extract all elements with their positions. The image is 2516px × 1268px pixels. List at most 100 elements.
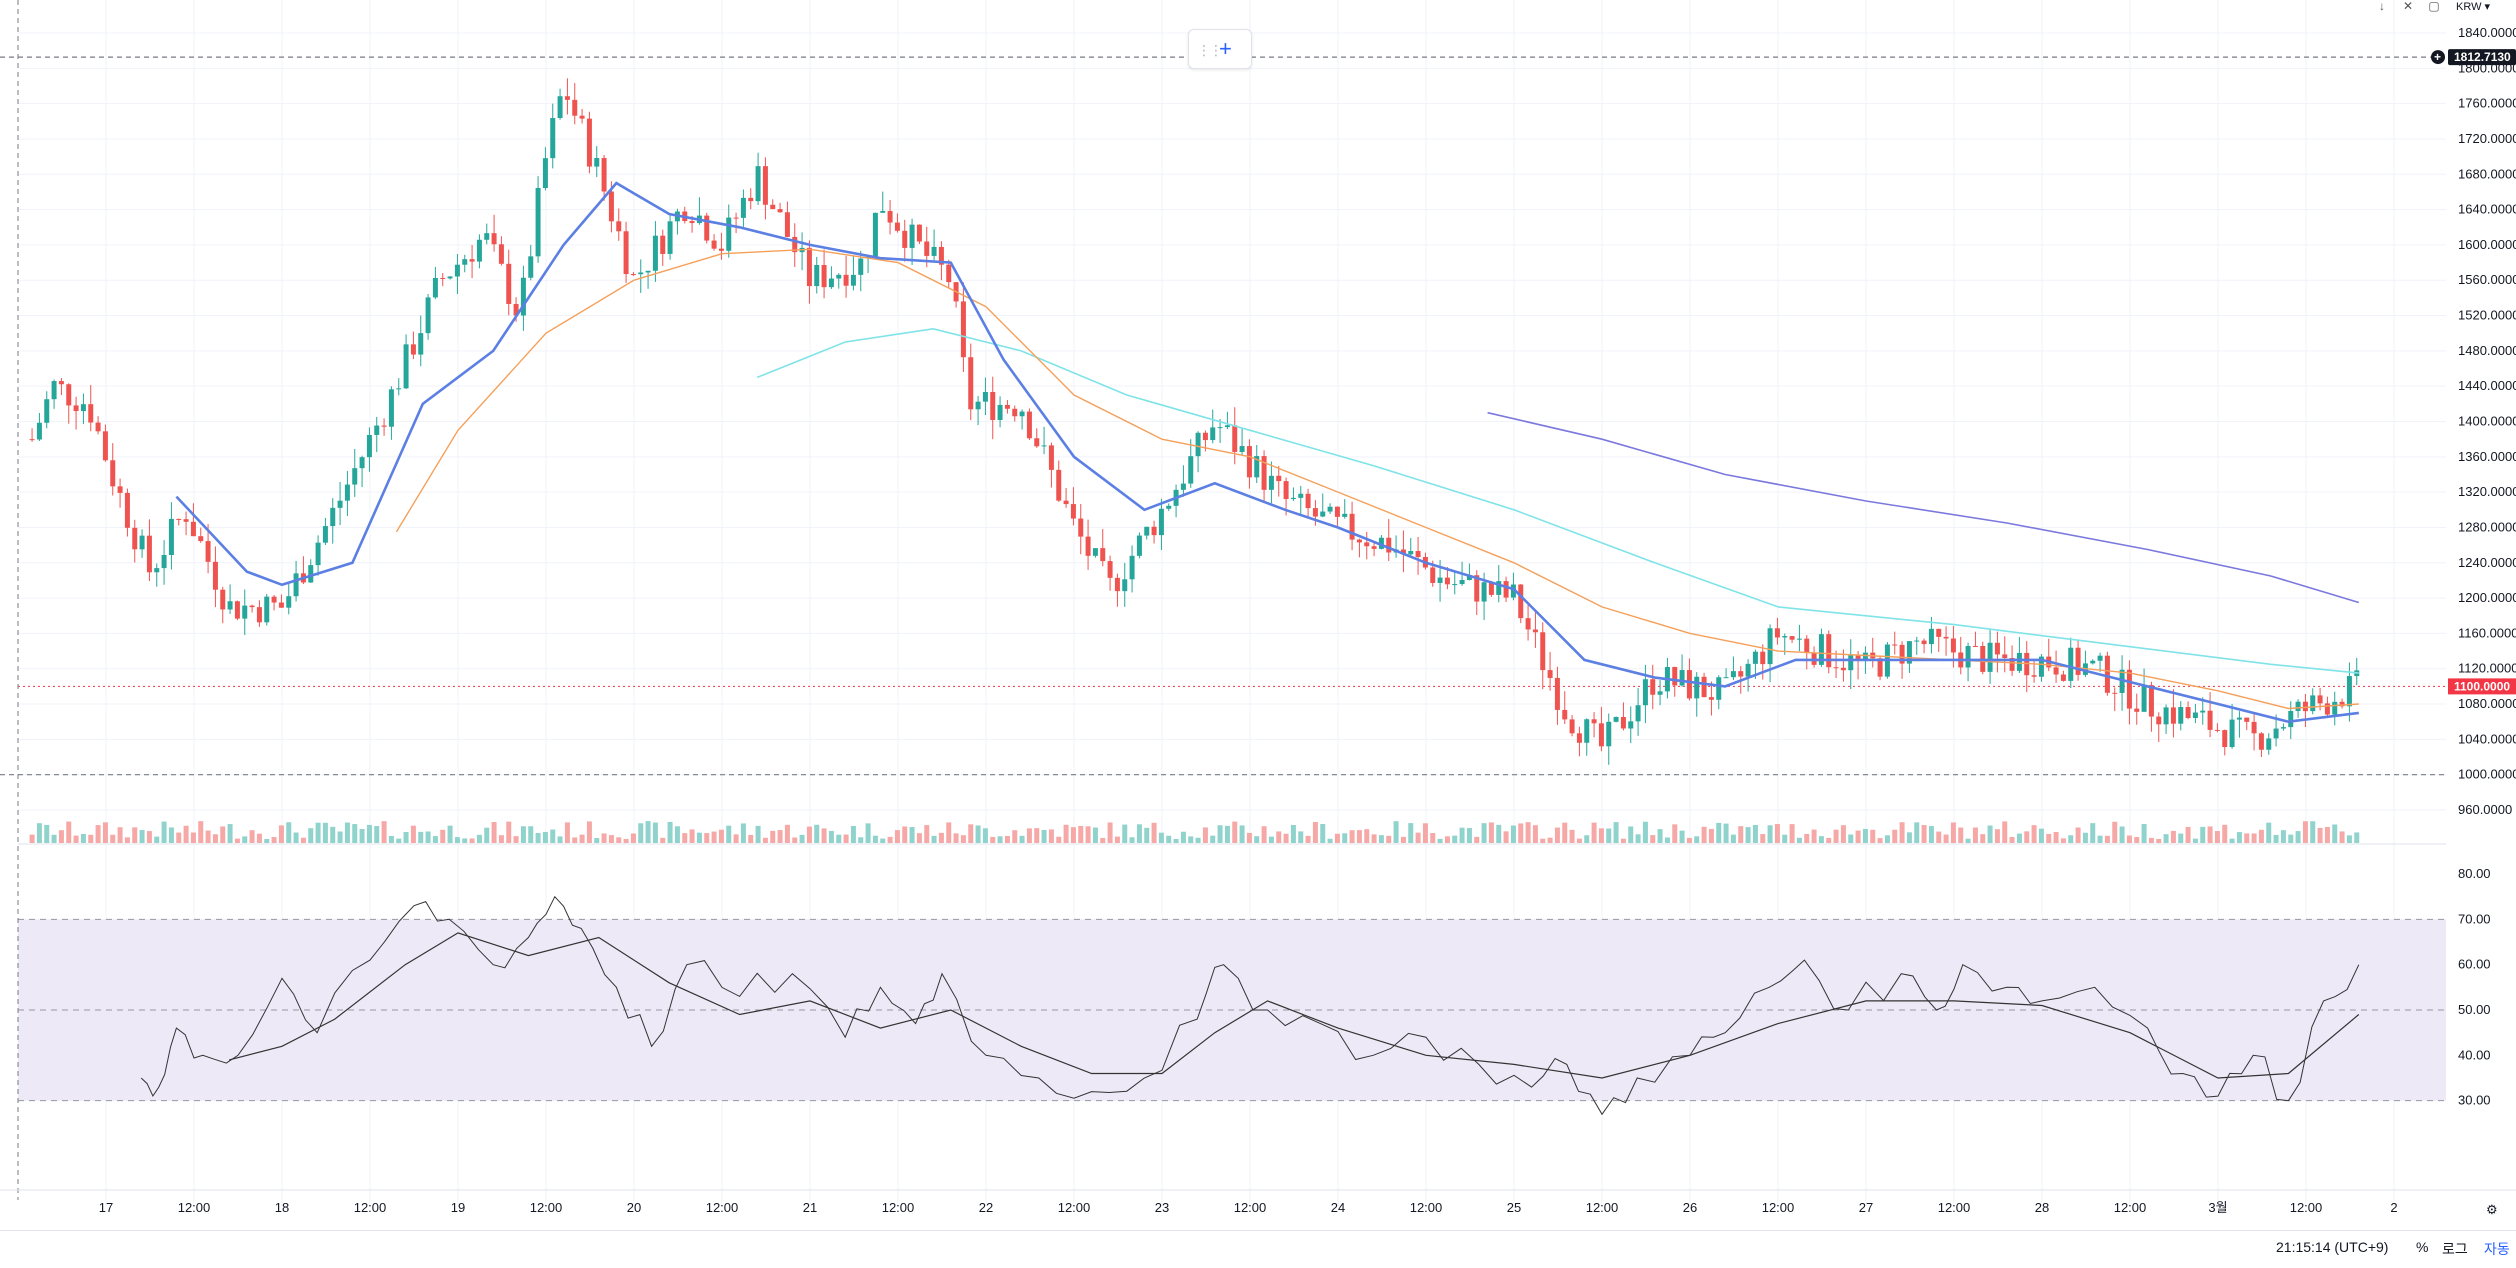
volume-bar	[2214, 831, 2220, 843]
candle-down	[1100, 548, 1106, 562]
candle-down	[1738, 671, 1744, 677]
candle-down	[2207, 710, 2213, 730]
volume-bar	[1818, 836, 1824, 843]
volume-bar	[425, 831, 431, 843]
volume-bar	[374, 826, 380, 843]
volume-bar	[2112, 821, 2118, 843]
volume-bar	[234, 838, 240, 843]
volume-bar	[506, 821, 512, 843]
download-icon[interactable]: ↓	[2379, 0, 2385, 13]
candle-down	[777, 209, 783, 213]
volume-bar	[1950, 822, 1956, 843]
volume-bar	[73, 835, 79, 843]
volume-bar	[1774, 824, 1780, 843]
volume-bar	[814, 824, 820, 843]
candle-up	[850, 274, 856, 286]
candle-down	[66, 384, 72, 406]
volume-bar	[403, 831, 409, 843]
candle-down	[2134, 708, 2140, 712]
candle-up	[1320, 511, 1326, 517]
candle-up	[1745, 663, 1751, 677]
candle-down	[1356, 539, 1362, 543]
candle-up	[2090, 660, 2096, 664]
volume-bar	[630, 833, 636, 843]
candle-down	[1576, 733, 1582, 743]
volume-bar	[146, 831, 152, 843]
log-scale-toggle[interactable]: 로그	[2442, 1241, 2468, 1257]
crosshair-icon[interactable]: +	[1219, 36, 1232, 61]
volume-bar	[2339, 831, 2345, 843]
volume-bar	[946, 822, 952, 843]
volume-bar	[2229, 838, 2235, 843]
settings-gear-icon[interactable]: ⚙	[2486, 1202, 2498, 1217]
price-axis-label: 1560.0000	[2458, 272, 2516, 287]
volume-bar	[1371, 834, 1377, 843]
volume-bar	[1444, 836, 1450, 843]
volume-bar	[271, 837, 277, 843]
candle-down	[711, 240, 717, 249]
volume-bar	[608, 835, 614, 843]
volume-bar	[1408, 823, 1414, 843]
candle-down	[1672, 666, 1678, 686]
candle-down	[29, 439, 35, 441]
volume-bar	[1796, 837, 1802, 843]
candle-down	[894, 222, 900, 231]
candle-down	[1833, 667, 1839, 669]
volume-bar	[1760, 834, 1766, 843]
candle-down	[1943, 636, 1949, 639]
volume-bar	[1041, 829, 1047, 843]
volume-bar	[1349, 830, 1355, 843]
volume-bar	[1928, 826, 1934, 843]
candle-down	[2060, 674, 2066, 681]
volume-bar	[1393, 821, 1399, 843]
fullscreen-icon[interactable]: ▢	[2428, 0, 2440, 13]
volume-bar	[975, 825, 981, 843]
volume-bar	[1210, 835, 1216, 843]
candle-down	[2148, 685, 2154, 717]
candle-up	[828, 278, 834, 288]
candle-up	[242, 605, 248, 619]
volume-bar	[1100, 837, 1106, 843]
volume-bar	[1188, 836, 1194, 843]
volume-bar	[1980, 834, 1986, 843]
volume-bar	[1224, 825, 1230, 843]
volume-bar	[1569, 829, 1575, 843]
time-axis-label: 12:00	[178, 1200, 211, 1215]
candle-up	[1767, 628, 1773, 665]
candle-up	[557, 96, 563, 119]
volume-bar	[850, 825, 856, 843]
drawing-toolbar-widget[interactable]: ⋮⋮ +	[1188, 29, 1252, 69]
volume-bar	[388, 835, 394, 843]
volume-bar	[1994, 829, 2000, 843]
volume-bar	[579, 834, 585, 843]
candle-up	[2346, 676, 2352, 707]
candle-down	[1474, 575, 1480, 602]
candle-up	[1092, 548, 1098, 556]
candle-up	[1217, 427, 1223, 429]
volume-bar	[381, 821, 387, 843]
candle-up	[2236, 717, 2242, 720]
volume-bar	[1606, 828, 1612, 843]
candle-up	[1158, 508, 1164, 536]
price-axis-label: 1160.0000	[2458, 625, 2516, 640]
volume-bar	[762, 837, 768, 843]
volume-bar	[1628, 826, 1634, 843]
close-icon[interactable]: ✕	[2402, 0, 2414, 13]
candle-up	[836, 274, 842, 279]
volume-bar	[2082, 832, 2088, 843]
volume-bar	[740, 823, 746, 843]
volume-bar	[183, 825, 189, 843]
candle-down	[2156, 716, 2162, 725]
candle-up	[168, 518, 174, 555]
drag-handle-icon[interactable]: ⋮⋮	[1197, 42, 1223, 58]
candle-down	[1026, 411, 1032, 439]
candle-down	[806, 247, 812, 287]
candle-up	[1195, 432, 1201, 457]
percent-toggle[interactable]: %	[2416, 1239, 2429, 1255]
candle-up	[344, 484, 350, 501]
auto-scale-toggle[interactable]: 자동	[2484, 1241, 2510, 1257]
volume-bar	[1848, 834, 1854, 843]
price-axis-label: 1240.0000	[2458, 555, 2516, 570]
currency-selector[interactable]: KRW ▾	[2456, 1, 2491, 13]
